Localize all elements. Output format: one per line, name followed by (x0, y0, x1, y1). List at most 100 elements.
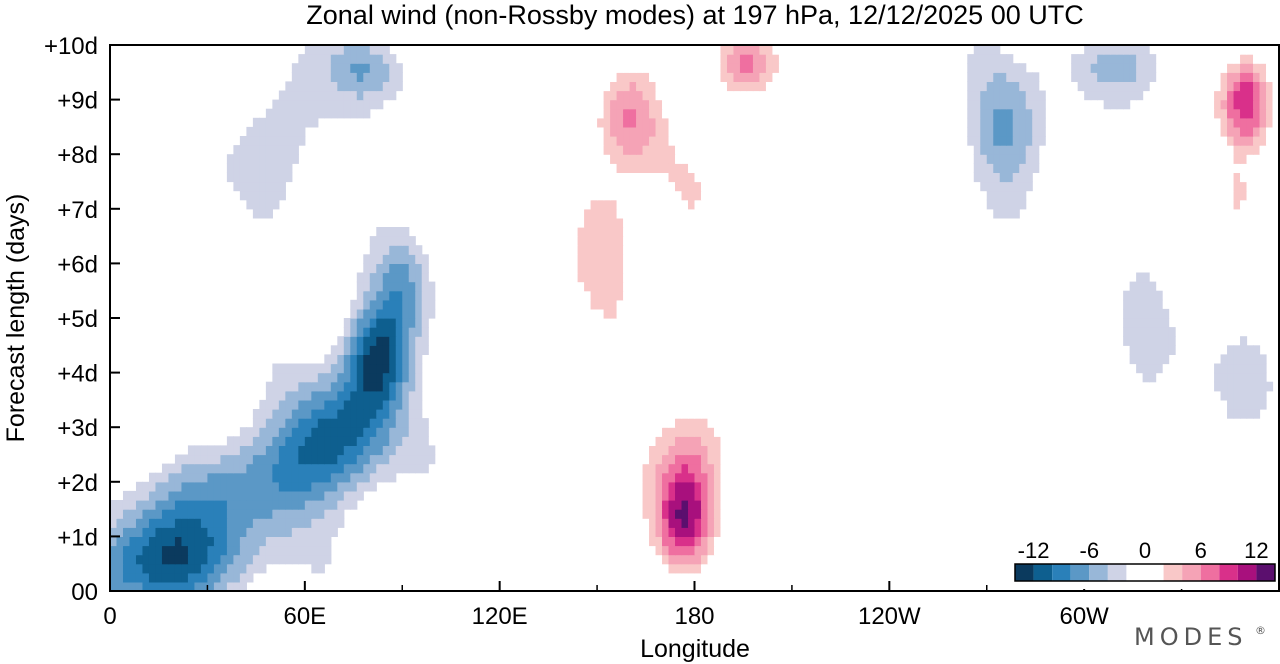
field-cell (636, 81, 644, 92)
field-cell (610, 136, 618, 146)
field-cell (765, 45, 774, 55)
field-cell (688, 354, 696, 365)
field-cell (278, 463, 286, 474)
field-cell (642, 190, 650, 201)
field-cell (298, 399, 306, 410)
field-cell (1155, 327, 1163, 337)
field-cell (272, 454, 280, 465)
field-cell (298, 445, 306, 456)
field-cell (408, 345, 416, 355)
field-cell (174, 472, 183, 483)
field-cell (610, 181, 618, 192)
field-cell (642, 217, 650, 228)
field-cell (1025, 527, 1033, 537)
field-cell (733, 72, 741, 82)
field-cell (655, 81, 663, 92)
field-cell (1006, 199, 1014, 210)
field-cell (122, 572, 131, 583)
field-cell (168, 527, 176, 537)
field-cell (343, 372, 351, 383)
field-cell (1162, 318, 1170, 328)
field-cell (1227, 81, 1235, 92)
field-cell (350, 472, 358, 483)
field-cell (1253, 154, 1261, 164)
field-cell (174, 554, 183, 565)
field-cell (662, 308, 670, 319)
field-cell (116, 518, 124, 528)
field-cell (272, 163, 280, 173)
field-cell (246, 463, 254, 474)
field-cell (265, 527, 273, 537)
field-cell (311, 72, 319, 82)
field-cell (155, 472, 163, 483)
field-cell (402, 418, 410, 428)
field-cell (603, 463, 611, 474)
field-cell (421, 254, 429, 264)
field-cell (285, 527, 293, 537)
field-cell (343, 354, 351, 365)
field-cell (597, 154, 605, 164)
field-cell (1220, 154, 1228, 164)
field-cell (226, 581, 234, 591)
field-cell (116, 581, 124, 591)
field-cell (116, 500, 124, 510)
field-cell (694, 245, 702, 255)
field-cell (649, 126, 657, 137)
field-cell (415, 409, 423, 419)
field-cell (415, 418, 423, 428)
field-cell (720, 190, 728, 201)
field-cell (1246, 126, 1254, 137)
field-cell (636, 263, 644, 274)
field-cell (402, 281, 410, 292)
field-cell (168, 563, 176, 574)
field-cell (402, 327, 410, 337)
field-cell (772, 54, 780, 64)
field-cell (356, 290, 364, 301)
field-cell (623, 154, 631, 164)
field-cell (655, 518, 663, 528)
field-cell (1214, 72, 1222, 82)
field-cell (590, 117, 598, 128)
field-cell (993, 81, 1001, 92)
field-cell (122, 563, 131, 574)
field-cell (655, 490, 663, 501)
field-cell (623, 490, 631, 501)
field-cell (610, 145, 618, 155)
field-cell (285, 409, 293, 419)
field-cell (739, 81, 748, 92)
field-cell (311, 418, 319, 428)
field-cell (1233, 63, 1241, 73)
field-cell (713, 199, 722, 210)
field-cell (577, 236, 585, 246)
field-cell (363, 45, 371, 55)
field-cell (584, 336, 592, 346)
field-cell (668, 381, 676, 392)
field-cell (142, 500, 150, 510)
field-cell (1019, 181, 1027, 192)
field-cell (1032, 126, 1040, 137)
field-cell (291, 399, 299, 410)
colorbar-swatch (1163, 564, 1183, 581)
field-cell (1227, 208, 1235, 219)
field-cell (993, 99, 1001, 110)
field-cell (324, 363, 332, 374)
field-cell (1149, 290, 1157, 301)
field-cell (564, 290, 572, 301)
field-cell (662, 399, 670, 410)
field-cell (1012, 63, 1020, 73)
field-cell (317, 372, 325, 383)
field-cell (1207, 99, 1215, 110)
field-cell (259, 563, 267, 574)
field-cell (363, 354, 371, 365)
field-cell (772, 363, 780, 374)
field-cell (675, 581, 683, 591)
field-cell (148, 500, 157, 510)
field-cell (681, 445, 689, 456)
field-cell (759, 45, 767, 55)
field-cell (726, 399, 735, 410)
field-cell (655, 99, 663, 110)
field-cell (369, 281, 377, 292)
field-cell (259, 136, 267, 146)
field-cell (265, 390, 273, 401)
field-cell (233, 481, 241, 492)
